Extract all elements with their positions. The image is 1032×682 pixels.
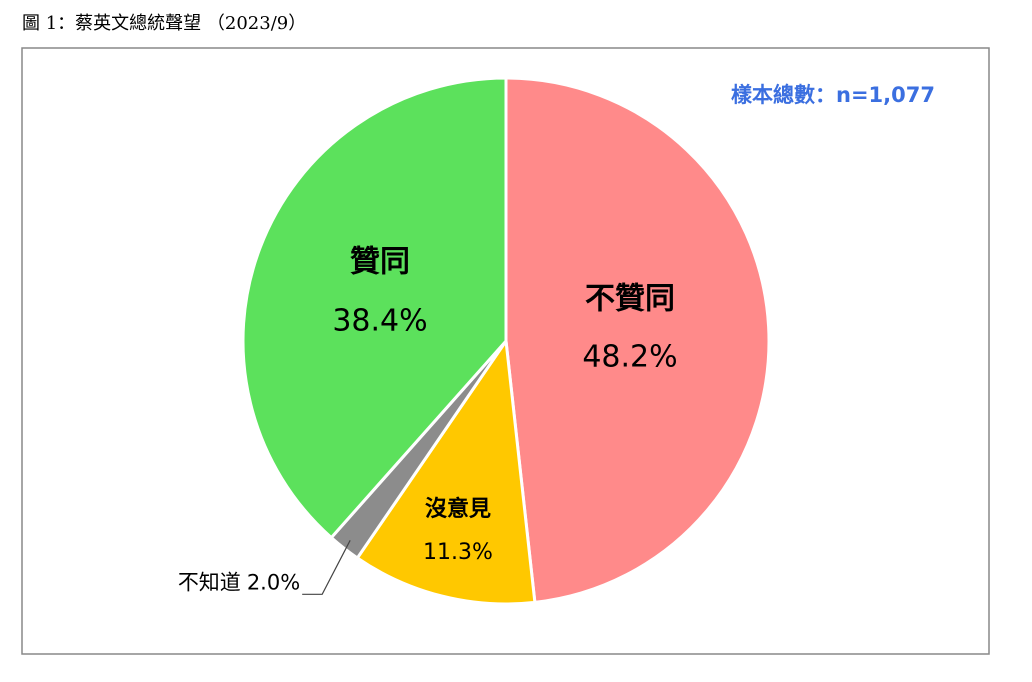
plot-frame [21,47,990,655]
pie-slice [241,76,508,540]
pie-slice [355,336,537,606]
category-label: 不贊同 [585,282,675,317]
category-label: 不知道 [178,570,241,594]
value-label: 2.0% [247,570,300,594]
annotation: 樣本總數：n=1,077 [731,83,935,107]
slice-label: 不知道 2.0% [178,570,300,594]
category-label: 贊同 [350,245,410,280]
value-label: 38.4% [332,304,427,339]
pie-slice [504,76,771,605]
value-label: 11.3% [423,540,493,565]
chart-title: 圖 1：蔡英文總統聲望 （2023/9） [22,13,306,34]
category-label: 沒意見 [425,496,491,522]
leader-line [302,540,351,595]
value-label: 48.2% [582,340,677,375]
